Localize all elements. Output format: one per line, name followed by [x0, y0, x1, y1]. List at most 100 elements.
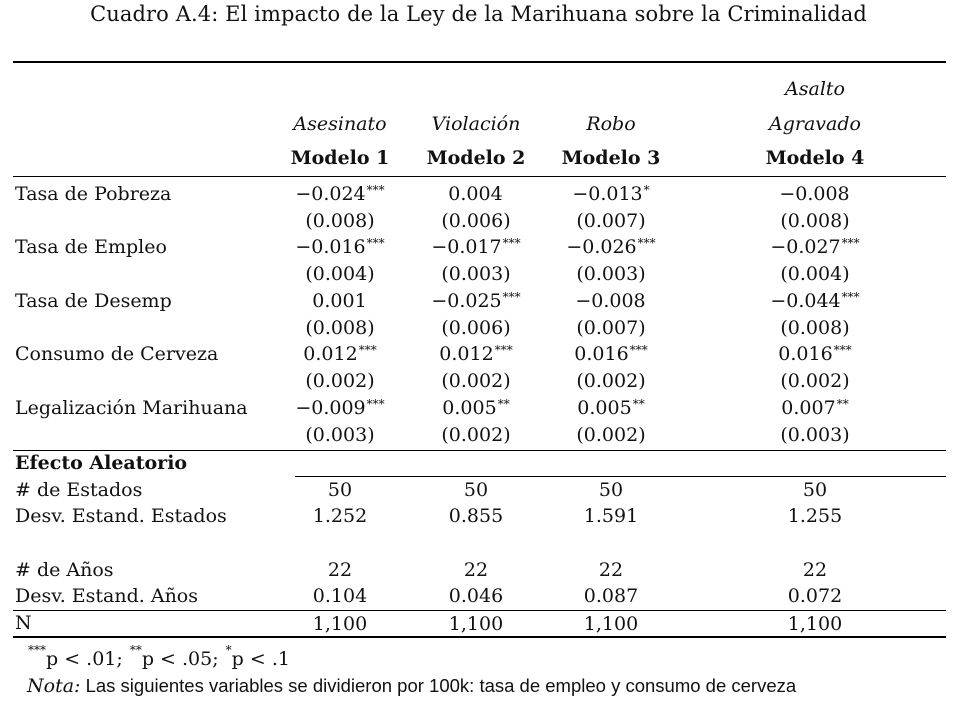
- coef-value: −0.024: [295, 183, 366, 205]
- column-title-4: Agravado: [769, 113, 861, 135]
- column-title-line1-4: Asalto: [785, 78, 845, 100]
- coef-value: 0.016: [778, 343, 833, 365]
- sig-stars: ***: [28, 643, 46, 657]
- coef-value: −0.026: [566, 236, 637, 258]
- note-label: Nota:: [27, 675, 81, 697]
- sig-stars: *: [225, 643, 232, 657]
- row-label: Legalización Marihuana: [15, 397, 248, 419]
- sig-stars: **: [632, 397, 645, 411]
- coef-value: 0.016: [574, 343, 629, 365]
- note-text: Las siguientes variables se dividieron p…: [80, 675, 797, 696]
- se-cell: (0.002): [441, 424, 511, 446]
- se-cell: (0.002): [780, 370, 850, 392]
- coef-cell: −0.008: [546, 289, 676, 313]
- sig-stars: *: [643, 183, 650, 197]
- top-rule: [13, 61, 946, 63]
- coef-value: 0.004: [448, 183, 503, 205]
- se-cell: (0.008): [305, 317, 375, 339]
- se-cell: (0.008): [780, 210, 850, 232]
- sig-stars: ***: [502, 290, 521, 304]
- value-cell: 1.255: [787, 505, 843, 527]
- coef-cell: 0.005**: [411, 396, 541, 420]
- table-caption: Cuadro A.4: El impacto de la Ley de la M…: [90, 2, 867, 26]
- row-label: # de Años: [15, 559, 114, 581]
- coef-cell: −0.017***: [411, 235, 541, 259]
- sig-stars: ***: [366, 236, 385, 250]
- row-label: # de Estados: [15, 479, 143, 501]
- value-cell: 0.072: [787, 585, 843, 607]
- value-cell: 22: [802, 559, 828, 581]
- value-cell: 0.104: [312, 585, 368, 607]
- n-value: 1,100: [312, 613, 368, 635]
- sig-stars: ***: [841, 236, 860, 250]
- n-value: 1,100: [787, 613, 843, 635]
- coef-value: −0.009: [295, 397, 366, 419]
- significance-footnote: ***p < .01; **p < .05; *p < .1: [27, 643, 290, 670]
- coef-value: 0.001: [312, 290, 367, 312]
- sig-stars: **: [129, 643, 142, 657]
- se-cell: (0.002): [576, 370, 646, 392]
- coef-cell: −0.027***: [750, 235, 880, 259]
- coef-cell: 0.016***: [750, 342, 880, 366]
- se-cell: (0.003): [441, 263, 511, 285]
- coef-value: −0.017: [431, 236, 502, 258]
- value-cell: 50: [598, 479, 624, 501]
- coef-cell: −0.009***: [275, 396, 405, 420]
- coef-cell: 0.007**: [750, 396, 880, 420]
- sig-stars: ***: [637, 236, 656, 250]
- coef-cell: −0.025***: [411, 289, 541, 313]
- sig-stars: ***: [629, 343, 648, 357]
- model-header-4: Modelo 4: [765, 147, 865, 169]
- coef-value: 0.012: [439, 343, 494, 365]
- coef-value: 0.005: [442, 397, 497, 419]
- coef-cell: 0.004: [411, 182, 541, 206]
- row-label: Tasa de Desemp: [15, 290, 172, 312]
- row-label: Desv. Estand. Años: [15, 585, 198, 607]
- value-cell: 50: [463, 479, 489, 501]
- coef-cell: −0.013*: [546, 182, 676, 206]
- se-cell: (0.008): [305, 210, 375, 232]
- sig-stars: ***: [366, 397, 385, 411]
- sig-stars: **: [497, 397, 510, 411]
- coef-cell: 0.016***: [546, 342, 676, 366]
- se-cell: (0.004): [780, 263, 850, 285]
- row-label: Tasa de Empleo: [15, 236, 167, 258]
- se-cell: (0.003): [780, 424, 850, 446]
- model-header-2: Modelo 2: [426, 147, 526, 169]
- value-cell: 1.591: [583, 505, 639, 527]
- sig-stars: ***: [841, 290, 860, 304]
- section-label-random-effects: Efecto Aleatorio: [15, 452, 188, 474]
- value-cell: 22: [463, 559, 489, 581]
- coef-value: 0.007: [781, 397, 836, 419]
- coef-value: −0.044: [770, 290, 841, 312]
- column-title-2: Violación: [431, 113, 521, 135]
- value-cell: 22: [598, 559, 624, 581]
- coef-cell: 0.005**: [546, 396, 676, 420]
- bottom-rule: [13, 636, 946, 638]
- coef-cell: −0.016***: [275, 235, 405, 259]
- coef-value: 0.005: [577, 397, 632, 419]
- value-cell: 1.252: [312, 505, 368, 527]
- se-cell: (0.003): [576, 263, 646, 285]
- row-label-n: N: [15, 612, 32, 634]
- row-label: Desv. Estand. Estados: [15, 505, 227, 527]
- column-title-1: Asesinato: [293, 113, 387, 135]
- column-title-3: Robo: [586, 113, 636, 135]
- sig-stars: ***: [502, 236, 521, 250]
- value-cell: 50: [802, 479, 828, 501]
- model-header-3: Modelo 3: [561, 147, 661, 169]
- section-rule: [13, 450, 946, 451]
- coef-cell: 0.012***: [411, 342, 541, 366]
- value-cell: 0.855: [448, 505, 504, 527]
- coef-value: −0.008: [575, 290, 646, 312]
- sig-stars: **: [836, 397, 849, 411]
- n-rule: [13, 610, 946, 611]
- se-cell: (0.007): [576, 317, 646, 339]
- n-value: 1,100: [448, 613, 504, 635]
- sig-text: p < .01;: [46, 648, 129, 670]
- se-cell: (0.006): [441, 317, 511, 339]
- value-cell: 0.087: [583, 585, 639, 607]
- coef-value: 0.012: [303, 343, 358, 365]
- header-rule: [13, 176, 946, 177]
- random-effects-rule: [295, 476, 946, 477]
